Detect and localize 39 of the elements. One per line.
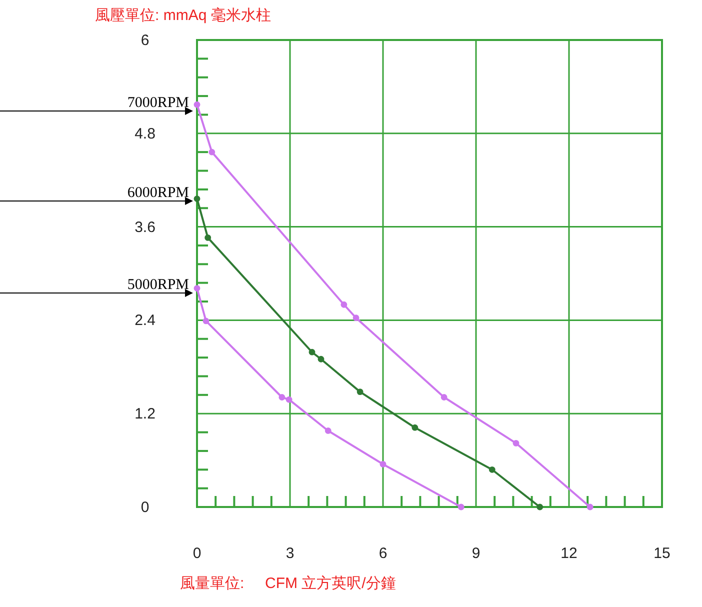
point: [318, 356, 324, 362]
point: [204, 234, 212, 241]
point: [340, 301, 348, 308]
point: [208, 148, 216, 156]
y-tick-label: 1.2: [134, 406, 156, 423]
point: [440, 394, 448, 400]
x-tick-label: 9: [472, 545, 480, 562]
point: [356, 388, 364, 396]
y-tick-label: 0: [140, 499, 150, 516]
point: [458, 504, 464, 510]
x-axis-title: 風量單位: CFM 立方英呎/分鐘: [180, 575, 396, 592]
point: [352, 314, 360, 322]
series-label: 6000RPM: [127, 185, 189, 201]
y-tick-label: 2.4: [134, 312, 156, 330]
point: [536, 504, 544, 510]
series-label: 5000RPM: [127, 277, 189, 293]
point: [194, 101, 200, 108]
point: [512, 440, 520, 446]
point: [202, 318, 210, 324]
point: [324, 428, 332, 434]
point: [586, 504, 594, 510]
series-label: 7000RPM: [127, 95, 189, 111]
point: [278, 394, 286, 400]
point: [308, 348, 316, 356]
y-axis-title: 風壓單位: mmAq 毫米水柱: [95, 7, 271, 24]
point: [286, 396, 292, 403]
x-tick-label: 12: [560, 545, 578, 562]
x-tick-label: 3: [286, 545, 294, 562]
x-tick-label: 15: [654, 545, 670, 562]
y-tick-label: 6: [140, 32, 150, 49]
y-tick-label: 4.8: [134, 125, 156, 142]
point: [194, 285, 200, 292]
point: [412, 424, 418, 431]
x-tick-label: 6: [378, 545, 388, 562]
y-tick-label: 3.6: [134, 218, 156, 236]
point: [194, 196, 200, 202]
point: [488, 466, 496, 473]
point: [380, 460, 386, 468]
x-tick-label: 0: [192, 545, 202, 562]
